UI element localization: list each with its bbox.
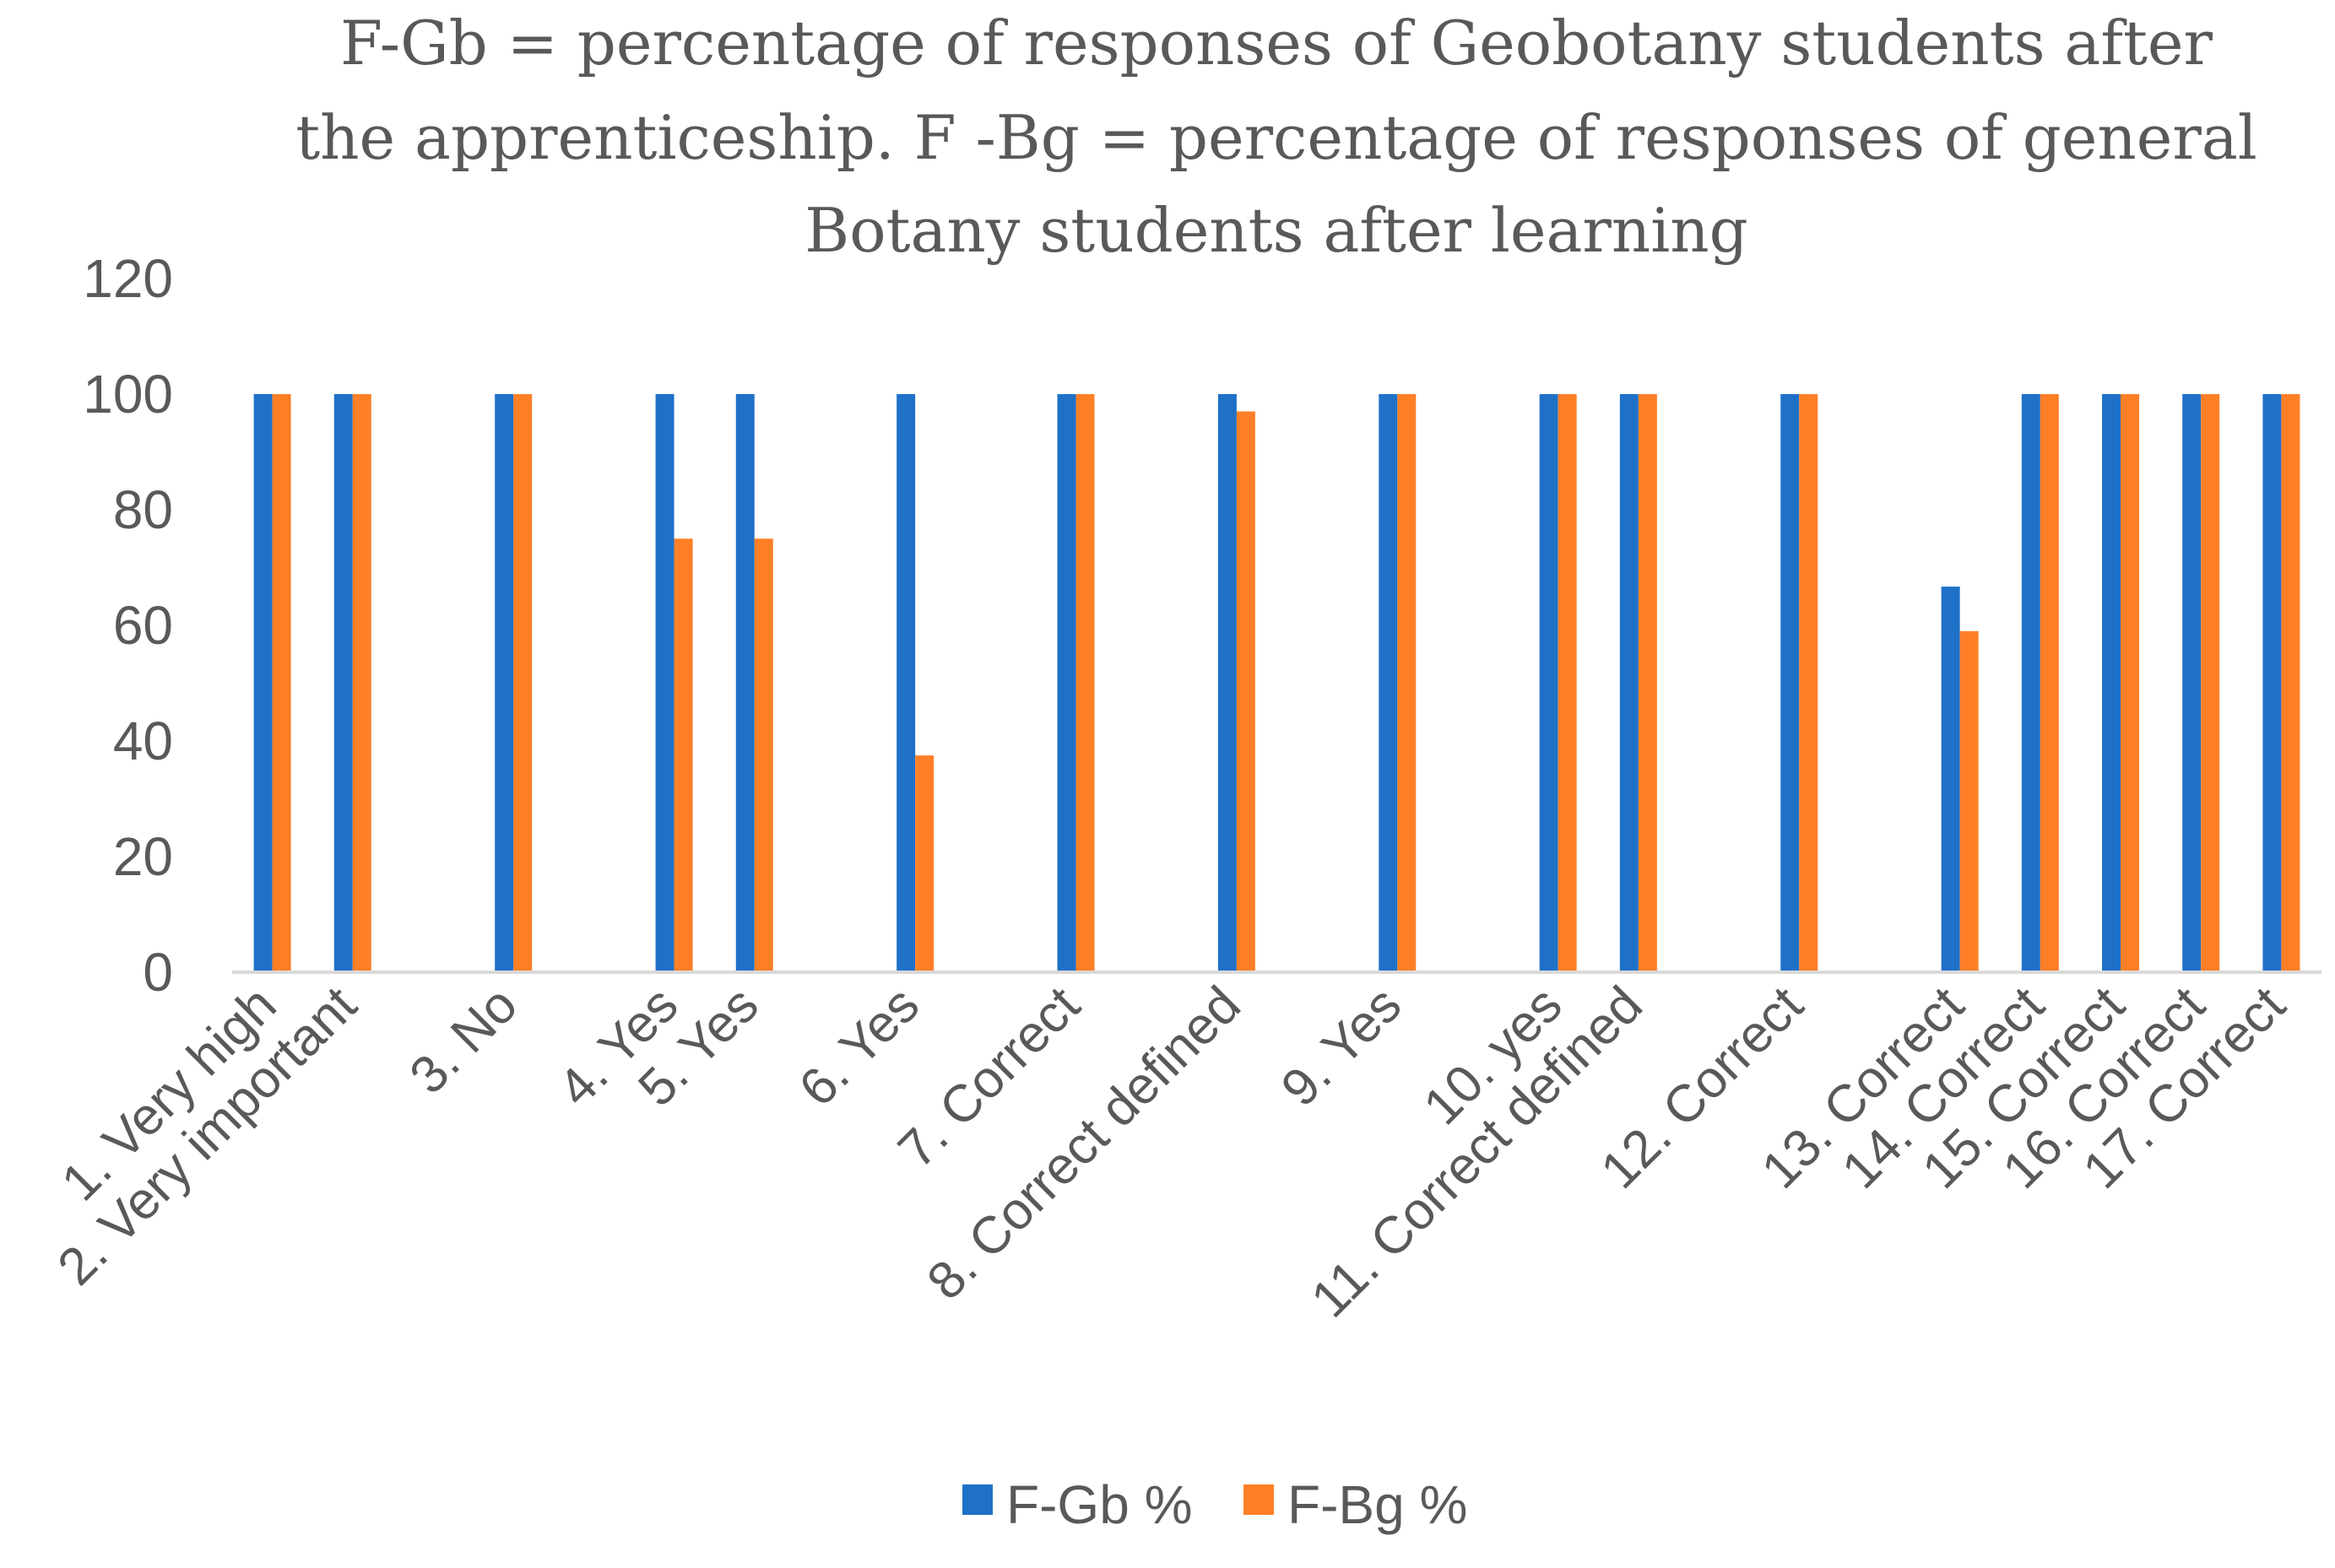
bar-f-bg-3 bbox=[513, 394, 533, 972]
bar-f-gb-4 bbox=[655, 394, 674, 972]
bar-f-gb-2 bbox=[333, 394, 353, 972]
bar-f-bg-8 bbox=[1236, 411, 1255, 972]
bar-f-gb-13 bbox=[1941, 587, 1960, 972]
bar-f-gb-1 bbox=[253, 394, 273, 972]
bar-f-gb-12 bbox=[1780, 394, 1800, 972]
bar-f-bg-13 bbox=[1959, 630, 1979, 972]
y-axis: 0 20 40 60 80 100 120 bbox=[83, 248, 173, 1003]
y-tick-label: 20 bbox=[113, 826, 173, 887]
bar-f-bg-14 bbox=[2040, 394, 2059, 972]
bar-f-bg-7 bbox=[1075, 394, 1095, 972]
bar-f-gb-5 bbox=[735, 394, 755, 972]
bar-f-gb-6 bbox=[897, 394, 916, 972]
bar-f-gb-14 bbox=[2021, 394, 2040, 972]
y-tick-label: 100 bbox=[83, 364, 173, 424]
legend-swatch-f-gb bbox=[962, 1484, 993, 1515]
x-tick-label: 9. Yes bbox=[1270, 976, 1412, 1117]
chart-title-line-2: the apprenticeship. F -Bg = percentage o… bbox=[295, 102, 2257, 173]
bar-f-gb-3 bbox=[495, 394, 514, 972]
bar-f-bg-1 bbox=[272, 394, 291, 972]
y-tick-label: 40 bbox=[113, 711, 173, 771]
y-tick-label: 0 bbox=[143, 942, 173, 1003]
bar-f-gb-8 bbox=[1217, 394, 1237, 972]
bar-f-bg-4 bbox=[674, 538, 693, 972]
y-tick-label: 60 bbox=[113, 595, 173, 656]
bar-f-gb-10 bbox=[1539, 394, 1558, 972]
bar-f-gb-17 bbox=[2262, 394, 2282, 972]
legend-swatch-f-bg bbox=[1243, 1484, 1274, 1515]
chart-title-line-1: F-Gb = percentage of responses of Geobot… bbox=[340, 8, 2213, 78]
bar-f-gb-11 bbox=[1619, 394, 1639, 972]
legend-label-f-bg: F-Bg % bbox=[1287, 1474, 1467, 1535]
bar-f-gb-15 bbox=[2102, 394, 2121, 972]
bar-f-bg-2 bbox=[352, 394, 371, 972]
bar-f-bg-11 bbox=[1638, 394, 1657, 972]
legend-label-f-gb: F-Gb % bbox=[1006, 1474, 1192, 1535]
y-tick-label: 120 bbox=[83, 248, 173, 309]
y-tick-label: 80 bbox=[113, 479, 173, 540]
x-tick-label: 3. No bbox=[398, 976, 528, 1106]
chart-title-line-3: Botany students after learning bbox=[805, 195, 1747, 266]
bar-f-gb-16 bbox=[2182, 394, 2202, 972]
bar-f-bg-10 bbox=[1558, 394, 1577, 972]
bar-f-gb-7 bbox=[1057, 394, 1076, 972]
chart-title: F-Gb = percentage of responses of Geobot… bbox=[295, 8, 2257, 266]
bar-f-bg-15 bbox=[2121, 394, 2140, 972]
bar-f-bg-9 bbox=[1397, 394, 1417, 972]
x-tick-label: 8. Correct defined bbox=[917, 976, 1252, 1311]
bars bbox=[253, 394, 2300, 972]
bar-f-bg-6 bbox=[915, 755, 935, 972]
bar-f-gb-9 bbox=[1379, 394, 1398, 972]
legend: F-Gb % F-Bg % bbox=[962, 1474, 1467, 1535]
x-tick-label: 6. Yes bbox=[788, 976, 930, 1117]
bar-f-bg-16 bbox=[2201, 394, 2220, 972]
bar-f-bg-12 bbox=[1799, 394, 1818, 972]
bar-f-bg-5 bbox=[754, 538, 773, 972]
bar-f-bg-17 bbox=[2281, 394, 2300, 972]
